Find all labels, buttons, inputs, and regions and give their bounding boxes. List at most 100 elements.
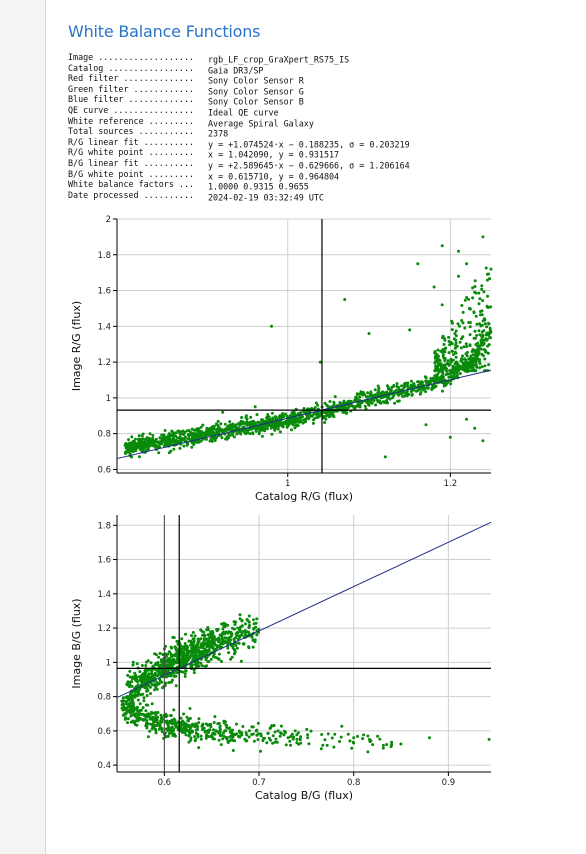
- y-tick-label: 1: [106, 658, 111, 668]
- y-tick-label: 1.4: [97, 322, 111, 332]
- data-point: [136, 716, 140, 720]
- x-axis-label: Catalog R/G (flux): [255, 490, 353, 503]
- data-point: [290, 732, 294, 736]
- data-point: [171, 654, 175, 657]
- data-point: [169, 714, 173, 718]
- data-point: [350, 746, 354, 750]
- data-point: [282, 415, 286, 418]
- info-key: Green filter ............: [68, 83, 195, 94]
- data-point: [410, 393, 414, 396]
- info-row: Red filter .............. Sony Color Sens…: [68, 73, 410, 86]
- data-point: [145, 694, 149, 698]
- x-tick-label: 0.8: [347, 778, 361, 788]
- data-point: [208, 728, 212, 732]
- info-value: y = +1.074524·x − 0.188235, σ = 0.203219: [208, 139, 410, 150]
- info-key: Total sources ...........: [68, 126, 195, 137]
- data-point: [217, 738, 221, 742]
- data-point: [172, 708, 176, 712]
- data-point: [381, 746, 385, 750]
- data-point: [340, 724, 344, 728]
- data-point: [197, 746, 201, 750]
- data-point: [181, 719, 185, 723]
- data-point: [247, 729, 251, 733]
- data-point: [211, 630, 214, 633]
- data-point: [154, 731, 158, 735]
- data-point: [231, 646, 235, 650]
- data-point: [238, 613, 242, 617]
- data-point: [324, 417, 328, 421]
- data-point: [217, 652, 221, 656]
- data-point: [399, 742, 403, 746]
- data-point: [154, 663, 158, 667]
- data-point: [273, 428, 277, 432]
- data-point: [150, 702, 154, 706]
- data-point: [255, 633, 259, 637]
- data-point: [289, 735, 293, 739]
- data-point: [221, 627, 225, 631]
- data-point: [222, 721, 226, 725]
- data-point: [167, 650, 171, 654]
- data-point: [158, 723, 162, 727]
- info-row: Green filter ............ Sony Color Sens…: [68, 83, 410, 97]
- data-point: [224, 437, 228, 441]
- data-point: [260, 434, 264, 438]
- data-point: [284, 731, 287, 734]
- x-tick-label: 1: [285, 479, 290, 489]
- data-point: [190, 724, 194, 727]
- data-point: [149, 661, 153, 665]
- data-point: [137, 434, 141, 438]
- data-point: [247, 735, 251, 739]
- data-point: [234, 644, 238, 647]
- data-point: [130, 455, 133, 459]
- info-key: R/G linear fit ..........: [68, 136, 195, 147]
- data-point: [429, 377, 433, 381]
- data-point: [394, 388, 398, 392]
- data-point: [158, 651, 162, 655]
- data-point: [196, 637, 200, 641]
- data-point: [138, 670, 142, 674]
- info-row: Blue filter ............. Sony Color Sens…: [68, 94, 410, 107]
- y-tick-label: 1.6: [97, 287, 111, 297]
- data-point: [199, 737, 203, 741]
- data-point: [140, 680, 144, 684]
- data-point: [205, 733, 209, 737]
- data-point: [180, 653, 184, 657]
- data-point: [281, 421, 285, 425]
- data-point: [153, 652, 157, 656]
- data-point: [133, 695, 136, 699]
- data-point: [191, 642, 195, 646]
- data-point: [218, 633, 222, 637]
- data-point: [169, 680, 173, 684]
- y-tick-label: 0.4: [97, 761, 111, 771]
- data-point: [229, 731, 233, 735]
- data-point: [235, 732, 239, 736]
- data-point: [134, 449, 138, 452]
- data-point: [131, 701, 135, 705]
- data-point: [142, 699, 146, 703]
- info-row: White reference ......... Average Spiral …: [68, 116, 410, 129]
- data-point: [244, 739, 248, 743]
- data-point: [273, 730, 277, 734]
- data-point: [205, 645, 209, 649]
- data-point: [211, 636, 215, 640]
- data-point: [213, 715, 217, 719]
- data-point: [151, 717, 154, 721]
- data-point: [239, 659, 243, 663]
- data-point: [225, 737, 229, 741]
- data-point: [209, 643, 213, 647]
- info-key: B/G white point .........: [68, 168, 195, 179]
- data-point: [252, 627, 256, 631]
- data-point: [141, 706, 145, 710]
- data-point: [129, 705, 133, 709]
- data-point: [346, 732, 350, 736]
- data-point: [374, 403, 378, 407]
- data-point: [197, 648, 201, 652]
- data-point: [128, 697, 131, 701]
- data-point: [128, 685, 131, 689]
- data-point: [188, 726, 192, 730]
- data-point: [232, 435, 236, 439]
- data-point: [144, 724, 148, 728]
- data-point: [170, 429, 174, 433]
- data-point: [226, 424, 230, 428]
- data-point: [271, 734, 275, 738]
